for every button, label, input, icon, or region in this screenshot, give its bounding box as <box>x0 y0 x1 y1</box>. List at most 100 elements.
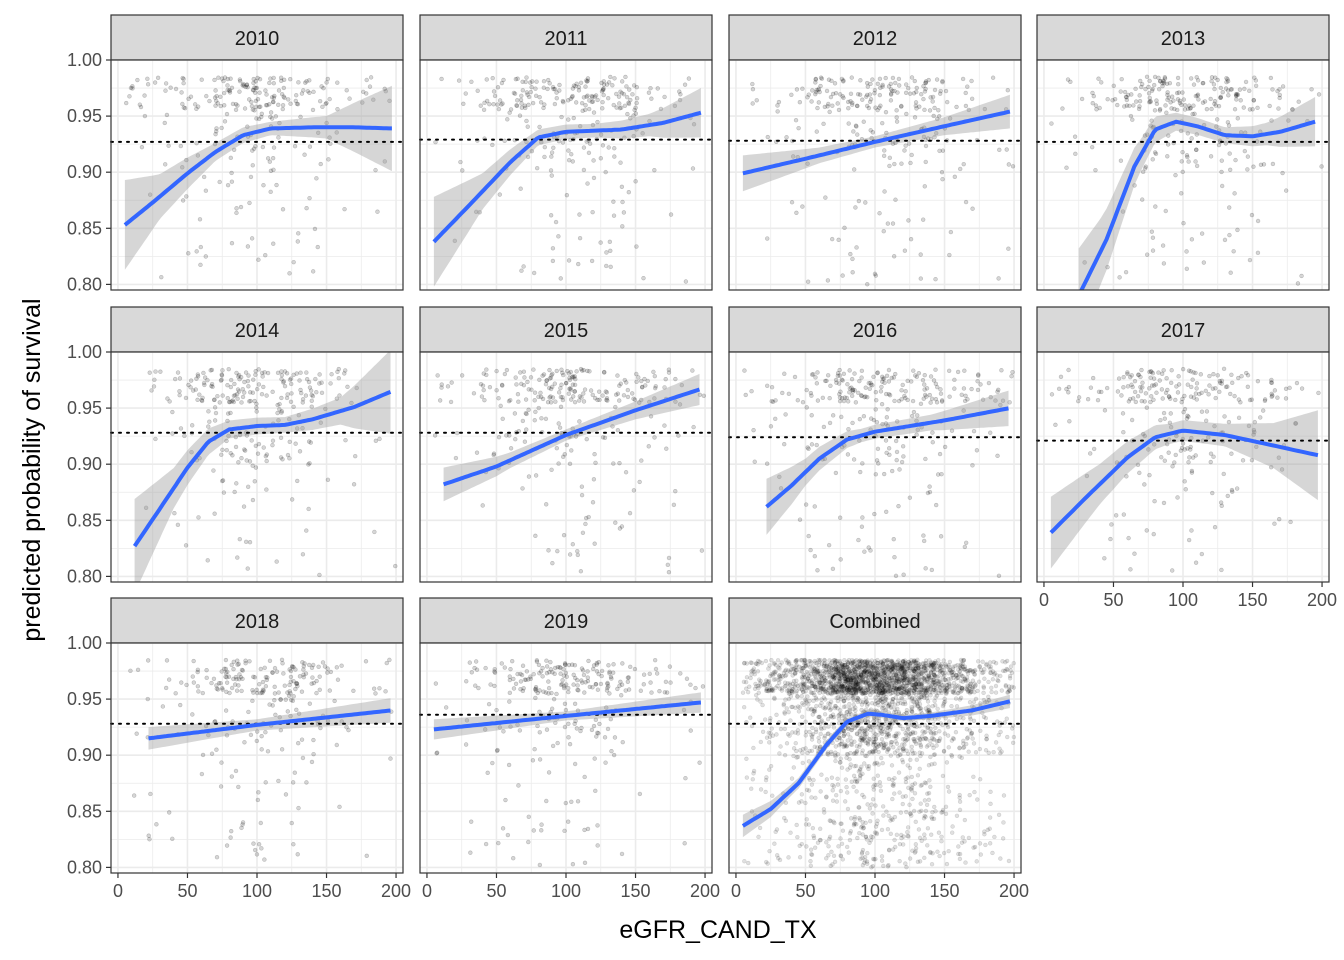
data-point <box>582 827 587 833</box>
data-point <box>837 392 842 397</box>
data-point <box>751 771 756 776</box>
data-point <box>1135 462 1141 468</box>
data-point <box>909 152 914 158</box>
data-point <box>701 393 707 398</box>
data-point <box>793 705 798 710</box>
data-point <box>296 80 301 85</box>
data-point <box>1275 88 1280 94</box>
data-point <box>897 467 902 472</box>
data-point <box>1090 90 1095 96</box>
data-point <box>1001 793 1007 798</box>
data-point <box>620 224 625 229</box>
data-point <box>279 747 285 752</box>
data-point <box>571 115 576 121</box>
data-point <box>307 461 312 466</box>
data-point <box>812 504 817 509</box>
data-point <box>914 89 919 95</box>
data-point <box>836 735 841 740</box>
data-point <box>562 701 568 707</box>
data-point <box>887 684 892 689</box>
data-point <box>1179 159 1184 164</box>
data-point <box>1152 108 1158 113</box>
data-point <box>861 119 866 124</box>
data-point <box>1206 392 1211 397</box>
data-point <box>907 495 913 500</box>
data-point <box>534 659 540 664</box>
data-point <box>664 690 670 695</box>
data-point <box>890 75 896 81</box>
data-point <box>505 832 511 838</box>
gridlines <box>111 60 403 290</box>
data-point <box>1185 154 1190 160</box>
data-point <box>215 393 220 399</box>
data-point <box>872 511 877 517</box>
data-point <box>219 372 224 377</box>
data-point <box>242 740 247 745</box>
data-point <box>794 657 799 663</box>
data-point <box>939 169 945 175</box>
data-point <box>909 660 914 665</box>
data-point <box>488 682 493 687</box>
data-point <box>922 184 927 189</box>
data-point <box>890 88 895 94</box>
data-point <box>898 690 903 695</box>
data-point <box>601 369 607 375</box>
data-point <box>866 380 871 386</box>
data-point <box>373 438 379 444</box>
data-point <box>1195 78 1201 83</box>
data-point <box>919 681 925 686</box>
data-point <box>857 817 863 822</box>
data-point <box>585 93 590 98</box>
data-point <box>209 383 214 389</box>
facet-strip <box>110 306 404 353</box>
data-point <box>802 681 808 687</box>
data-point <box>263 730 268 735</box>
data-point <box>349 400 354 406</box>
data-point <box>558 682 564 688</box>
data-point <box>299 737 305 742</box>
data-point <box>311 89 316 95</box>
data-point <box>328 669 334 675</box>
data-point <box>566 721 571 727</box>
data-point <box>797 855 803 860</box>
data-point <box>198 262 203 268</box>
data-point <box>571 83 577 88</box>
data-point <box>751 427 756 433</box>
data-point <box>901 746 906 752</box>
data-point <box>548 168 554 173</box>
data-point <box>1127 396 1133 402</box>
data-point <box>224 680 230 685</box>
data-point <box>1128 113 1134 119</box>
data-point <box>573 718 578 724</box>
data-point <box>846 426 851 432</box>
data-point <box>652 167 657 173</box>
data-point <box>267 702 272 707</box>
data-point <box>803 502 809 507</box>
data-point <box>584 436 589 442</box>
data-point <box>1258 162 1264 168</box>
data-point <box>1125 384 1131 389</box>
data-point <box>996 573 1002 578</box>
data-point <box>605 398 610 403</box>
data-point <box>219 452 224 457</box>
data-point <box>880 421 885 427</box>
data-point <box>933 502 939 508</box>
data-point <box>487 384 493 390</box>
data-point <box>922 373 927 378</box>
data-point <box>222 75 228 80</box>
data-point <box>936 690 941 696</box>
data-point <box>1200 80 1206 86</box>
data-point <box>822 658 827 663</box>
data-point <box>221 490 227 495</box>
data-point <box>1251 432 1256 437</box>
data-point <box>334 130 339 135</box>
data-point <box>1261 408 1266 413</box>
data-point <box>263 88 268 93</box>
data-point <box>544 378 550 383</box>
data-point <box>902 686 907 692</box>
data-point <box>871 417 877 423</box>
data-point <box>495 747 500 753</box>
data-point <box>309 759 315 765</box>
data-point <box>981 690 986 696</box>
data-point <box>789 92 794 97</box>
